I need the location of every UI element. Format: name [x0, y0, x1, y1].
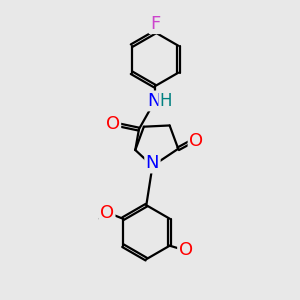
Text: N: N: [146, 154, 159, 172]
Text: O: O: [106, 115, 120, 133]
Text: F: F: [150, 15, 160, 33]
Text: H: H: [160, 92, 172, 110]
Text: N: N: [147, 92, 160, 110]
Text: O: O: [189, 132, 203, 150]
Text: O: O: [178, 241, 193, 259]
Text: O: O: [100, 204, 114, 222]
